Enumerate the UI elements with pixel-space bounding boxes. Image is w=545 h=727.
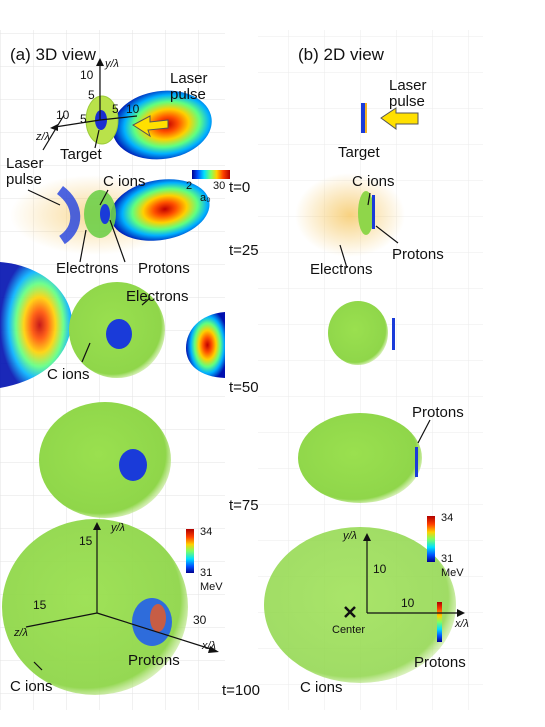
energy-b-max: 34 <box>441 512 454 524</box>
energy-a-max: 34 <box>200 526 213 538</box>
label-c-ions-a50: C ions <box>47 366 90 383</box>
tick-x5-t0: 5 <box>112 102 119 116</box>
label-center-b100: Center <box>332 624 366 636</box>
c-ions-2d-t50 <box>328 301 388 365</box>
axis-arrow-y-t0 <box>96 58 104 66</box>
label-laser-pulse-a-t0: Laser pulse <box>170 70 208 103</box>
time-t50: t=50 <box>229 379 259 396</box>
label-c-ions-a100: C ions <box>10 678 53 695</box>
tick-z10-t0: 10 <box>56 108 70 122</box>
protons-3d-t50 <box>106 319 132 349</box>
tick-x10-b100: 10 <box>401 596 415 610</box>
protons-2d-t75 <box>415 447 418 477</box>
label-laser-pulse-b-t0: Laser pulse <box>389 77 427 110</box>
c-ions-2d-t25 <box>358 191 374 235</box>
label-c-ions-a25: C ions <box>103 173 146 190</box>
protons-2d-t50 <box>392 318 395 350</box>
label-c-ions-b100: C ions <box>300 679 343 696</box>
tick-y10-b100: 10 <box>373 562 387 576</box>
energy-a-unit: MeV <box>200 581 223 593</box>
laser-remnant-right-t50 <box>186 312 225 378</box>
laser-pulse-3d-t25 <box>110 179 210 241</box>
c-ions-3d-t100 <box>2 519 188 695</box>
c-ions-3d-t75 <box>39 402 171 518</box>
colorbar-energy-a <box>186 529 194 573</box>
electron-cloud-2d-t25 <box>295 173 405 257</box>
annotation-arrows <box>27 114 431 671</box>
target-2d-t0 <box>361 103 365 133</box>
tick-y15-a100: 15 <box>79 534 93 548</box>
protons-3d-t25 <box>100 204 110 224</box>
axis-label-y-t0: y/λ <box>105 58 119 70</box>
target-2d-edge-t0 <box>365 103 367 133</box>
label-protons-b75: Protons <box>412 404 464 421</box>
label-laser-pulse-a-t25: Laser pulse <box>6 155 44 188</box>
tick-z5-t0: 5 <box>80 112 87 126</box>
c-ions-2d-t75 <box>298 413 422 503</box>
label-target-b: Target <box>338 144 380 161</box>
panel-b-title: (b) 2D view <box>298 45 384 64</box>
panel-a-title: (a) 3D view <box>10 45 96 64</box>
tick-y5-t0: 5 <box>88 88 95 102</box>
label-protons-b100: Protons <box>414 654 466 671</box>
axis-label-y-b100: y/λ <box>343 530 357 542</box>
label-electrons-b25: Electrons <box>310 261 373 278</box>
colorbar-energy-b <box>427 516 435 562</box>
protons-3d-t100-hot <box>150 604 166 632</box>
axis-arrow-y-2d-t100 <box>363 533 371 541</box>
tick-x30-a100: 30 <box>193 613 207 627</box>
axes-2d-t100 <box>366 538 460 614</box>
energy-b-unit: MeV <box>441 567 464 579</box>
label-target-a: Target <box>60 146 102 163</box>
tick-z15-a100: 15 <box>33 598 47 612</box>
time-t100: t=100 <box>222 682 260 699</box>
center-marker <box>344 606 356 618</box>
c-ions-2d-t100 <box>264 527 456 683</box>
tick-x10-t0: 10 <box>126 102 140 116</box>
colorbar-a0-max: 30 <box>213 180 226 192</box>
tick-y10-t0: 10 <box>80 68 94 82</box>
axis-label-z-a100: z/λ <box>14 627 28 639</box>
laser-arrow-3d <box>132 115 169 138</box>
axis-arrow-y-t100 <box>93 522 101 530</box>
colorbar-a0 <box>192 170 230 179</box>
energy-a-min: 31 <box>200 567 213 579</box>
time-t25: t=25 <box>229 242 259 259</box>
axis-label-z-t0: z/λ <box>36 131 50 143</box>
protons-2d-t100 <box>437 602 442 642</box>
axis-label-y-a100: y/λ <box>111 522 125 534</box>
axis-label-x-b100: x/λ <box>455 618 469 630</box>
time-t0: t=0 <box>229 179 251 196</box>
colorbar-a0-unit: a₀ <box>200 192 211 204</box>
axis-arrow-x-2d-t100 <box>457 609 465 617</box>
time-t75: t=75 <box>229 497 259 514</box>
label-c-ions-b25: C ions <box>352 173 395 190</box>
axes-3d-t100 <box>25 528 215 651</box>
label-electrons-a25: Electrons <box>56 260 119 277</box>
protons-2d-t25 <box>372 195 375 229</box>
label-protons-b25: Protons <box>392 246 444 263</box>
laser-wake-3d-t25 <box>56 186 81 245</box>
label-protons-a100: Protons <box>128 652 180 669</box>
colorbar-a0-min: 2 <box>186 180 193 192</box>
energy-b-min: 31 <box>441 553 454 565</box>
axis-arrow-x-t100 <box>208 646 219 653</box>
laser-arrow-2d <box>380 107 419 130</box>
laser-remnant-left-t50 <box>0 262 72 388</box>
axes-3d-t0 <box>54 63 138 128</box>
axis-label-x-a100: x/λ <box>202 640 216 652</box>
label-protons-a25: Protons <box>138 260 190 277</box>
protons-3d-t75 <box>119 449 147 481</box>
label-electrons-a50: Electrons <box>126 288 189 305</box>
